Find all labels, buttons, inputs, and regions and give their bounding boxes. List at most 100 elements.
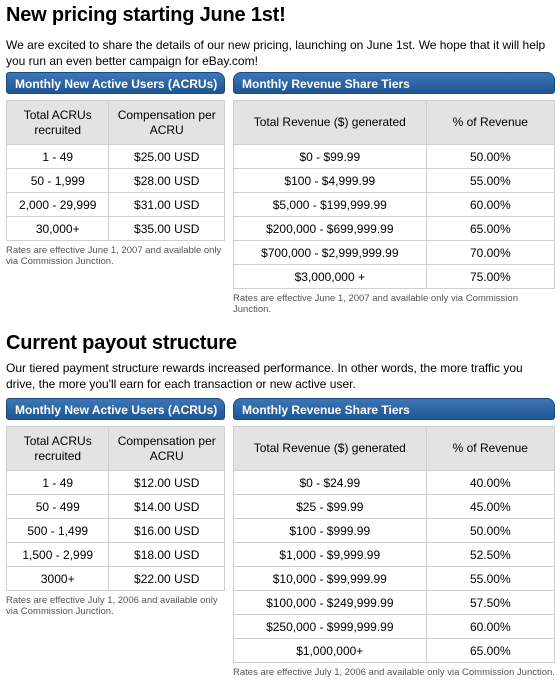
column-header: Total ACRUs recruited xyxy=(5,100,110,145)
table-cell: $200,000 - $699,999.99 xyxy=(233,216,427,241)
table-header-row: Total ACRUs recruited Compensation per A… xyxy=(5,100,225,145)
table-row: 2,000 - 29,999 $31.00 USD xyxy=(5,192,225,217)
table-cell: 1 - 49 xyxy=(5,144,110,169)
table-row: $0 - $99.99 50.00% xyxy=(233,144,556,169)
acru-table: Total ACRUs recruited Compensation per A… xyxy=(5,426,225,591)
rates-note: Rates are effective July 1, 2006 and ava… xyxy=(6,595,218,617)
table-cell: $28.00 USD xyxy=(108,168,225,193)
revenue-table: Total Revenue ($) generated % of Revenue… xyxy=(233,100,556,289)
table-row: 50 - 499 $14.00 USD xyxy=(5,494,225,519)
section-intro: We are excited to share the details of o… xyxy=(6,38,546,68)
table-cell: $35.00 USD xyxy=(108,216,225,241)
table-cell: 40.00% xyxy=(425,470,556,495)
table-row: $700,000 - $2,999,999.99 70.00% xyxy=(233,240,556,265)
table-row: 30,000+ $35.00 USD xyxy=(5,216,225,241)
table-cell: $10,000 - $99,999.99 xyxy=(233,566,427,591)
column-header: % of Revenue xyxy=(425,426,556,471)
table-cell: 50.00% xyxy=(425,518,556,543)
table-cell: 45.00% xyxy=(425,494,556,519)
table-cell: 60.00% xyxy=(425,192,556,217)
table-row: $3,000,000 + 75.00% xyxy=(233,264,556,289)
table-cell: $250,000 - $999,999.99 xyxy=(233,614,427,639)
revenue-table: Total Revenue ($) generated % of Revenue… xyxy=(233,426,556,663)
table-cell: 75.00% xyxy=(425,264,556,289)
table-cell: $3,000,000 + xyxy=(233,264,427,289)
rates-note: Rates are effective June 1, 2007 and ava… xyxy=(6,245,222,267)
table-cell: 1 - 49 xyxy=(5,470,110,495)
table-cell: 1,500 - 2,999 xyxy=(5,542,110,567)
table-cell: 50.00% xyxy=(425,144,556,169)
table-row: 1 - 49 $25.00 USD xyxy=(5,144,225,169)
acru-panel: Monthly New Active Users (ACRUs) Total A… xyxy=(5,72,225,267)
table-cell: $22.00 USD xyxy=(108,566,225,591)
table-cell: 50 - 499 xyxy=(5,494,110,519)
column-header: Compensation per ACRU xyxy=(108,426,225,471)
table-row: $200,000 - $699,999.99 65.00% xyxy=(233,216,556,241)
table-cell: $12.00 USD xyxy=(108,470,225,495)
table-row: $10,000 - $99,999.99 55.00% xyxy=(233,566,556,591)
table-cell: $0 - $24.99 xyxy=(233,470,427,495)
table-row: 50 - 1,999 $28.00 USD xyxy=(5,168,225,193)
column-header: Total Revenue ($) generated xyxy=(233,426,427,471)
table-cell: $700,000 - $2,999,999.99 xyxy=(233,240,427,265)
column-header: Compensation per ACRU xyxy=(108,100,225,145)
table-cell: 55.00% xyxy=(425,168,556,193)
table-row: 3000+ $22.00 USD xyxy=(5,566,225,591)
table-cell: 2,000 - 29,999 xyxy=(5,192,110,217)
table-row: $250,000 - $999,999.99 60.00% xyxy=(233,614,556,639)
table-row: 500 - 1,499 $16.00 USD xyxy=(5,518,225,543)
table-cell: $18.00 USD xyxy=(108,542,225,567)
table-cell: $14.00 USD xyxy=(108,494,225,519)
table-row: 1 - 49 $12.00 USD xyxy=(5,470,225,495)
table-row: $100 - $999.99 50.00% xyxy=(233,518,556,543)
table-cell: 55.00% xyxy=(425,566,556,591)
table-row: $1,000,000+ 65.00% xyxy=(233,638,556,663)
table-cell: 65.00% xyxy=(425,638,556,663)
revenue-panel: Monthly Revenue Share Tiers Total Revenu… xyxy=(233,398,556,678)
revenue-panel-header: Monthly Revenue Share Tiers xyxy=(233,398,555,420)
table-row: $1,000 - $9,999.99 52.50% xyxy=(233,542,556,567)
section-title: New pricing starting June 1st! xyxy=(6,4,286,26)
rates-note: Rates are effective June 1, 2007 and ava… xyxy=(233,293,518,315)
table-cell: $1,000,000+ xyxy=(233,638,427,663)
table-cell: $100 - $4,999.99 xyxy=(233,168,427,193)
table-row: $25 - $99.99 45.00% xyxy=(233,494,556,519)
table-cell: 70.00% xyxy=(425,240,556,265)
acru-table: Total ACRUs recruited Compensation per A… xyxy=(5,100,225,241)
acru-panel: Monthly New Active Users (ACRUs) Total A… xyxy=(5,398,225,617)
revenue-panel-header: Monthly Revenue Share Tiers xyxy=(233,72,555,94)
table-cell: 65.00% xyxy=(425,216,556,241)
table-cell: $25.00 USD xyxy=(108,144,225,169)
table-cell: $1,000 - $9,999.99 xyxy=(233,542,427,567)
table-cell: 57.50% xyxy=(425,590,556,615)
acru-panel-header: Monthly New Active Users (ACRUs) xyxy=(6,398,225,420)
table-cell: $100,000 - $249,999.99 xyxy=(233,590,427,615)
table-cell: $25 - $99.99 xyxy=(233,494,427,519)
table-header-row: Total Revenue ($) generated % of Revenue xyxy=(233,100,556,145)
table-cell: 60.00% xyxy=(425,614,556,639)
table-cell: $5,000 - $199,999.99 xyxy=(233,192,427,217)
table-cell: $31.00 USD xyxy=(108,192,225,217)
column-header: Total ACRUs recruited xyxy=(5,426,110,471)
table-cell: $100 - $999.99 xyxy=(233,518,427,543)
revenue-panel: Monthly Revenue Share Tiers Total Revenu… xyxy=(233,72,556,315)
table-row: 1,500 - 2,999 $18.00 USD xyxy=(5,542,225,567)
table-row: $100 - $4,999.99 55.00% xyxy=(233,168,556,193)
table-header-row: Total ACRUs recruited Compensation per A… xyxy=(5,426,225,471)
table-row: $5,000 - $199,999.99 60.00% xyxy=(233,192,556,217)
table-cell: 500 - 1,499 xyxy=(5,518,110,543)
acru-panel-header: Monthly New Active Users (ACRUs) xyxy=(6,72,225,94)
section-title: Current payout structure xyxy=(6,332,237,354)
table-cell: 50 - 1,999 xyxy=(5,168,110,193)
table-header-row: Total Revenue ($) generated % of Revenue xyxy=(233,426,556,471)
table-row: $100,000 - $249,999.99 57.50% xyxy=(233,590,556,615)
table-cell: 3000+ xyxy=(5,566,110,591)
column-header: % of Revenue xyxy=(425,100,556,145)
table-cell: $16.00 USD xyxy=(108,518,225,543)
table-row: $0 - $24.99 40.00% xyxy=(233,470,556,495)
table-cell: 30,000+ xyxy=(5,216,110,241)
table-cell: 52.50% xyxy=(425,542,556,567)
column-header: Total Revenue ($) generated xyxy=(233,100,427,145)
rates-note: Rates are effective July 1, 2006 and ava… xyxy=(233,667,555,678)
